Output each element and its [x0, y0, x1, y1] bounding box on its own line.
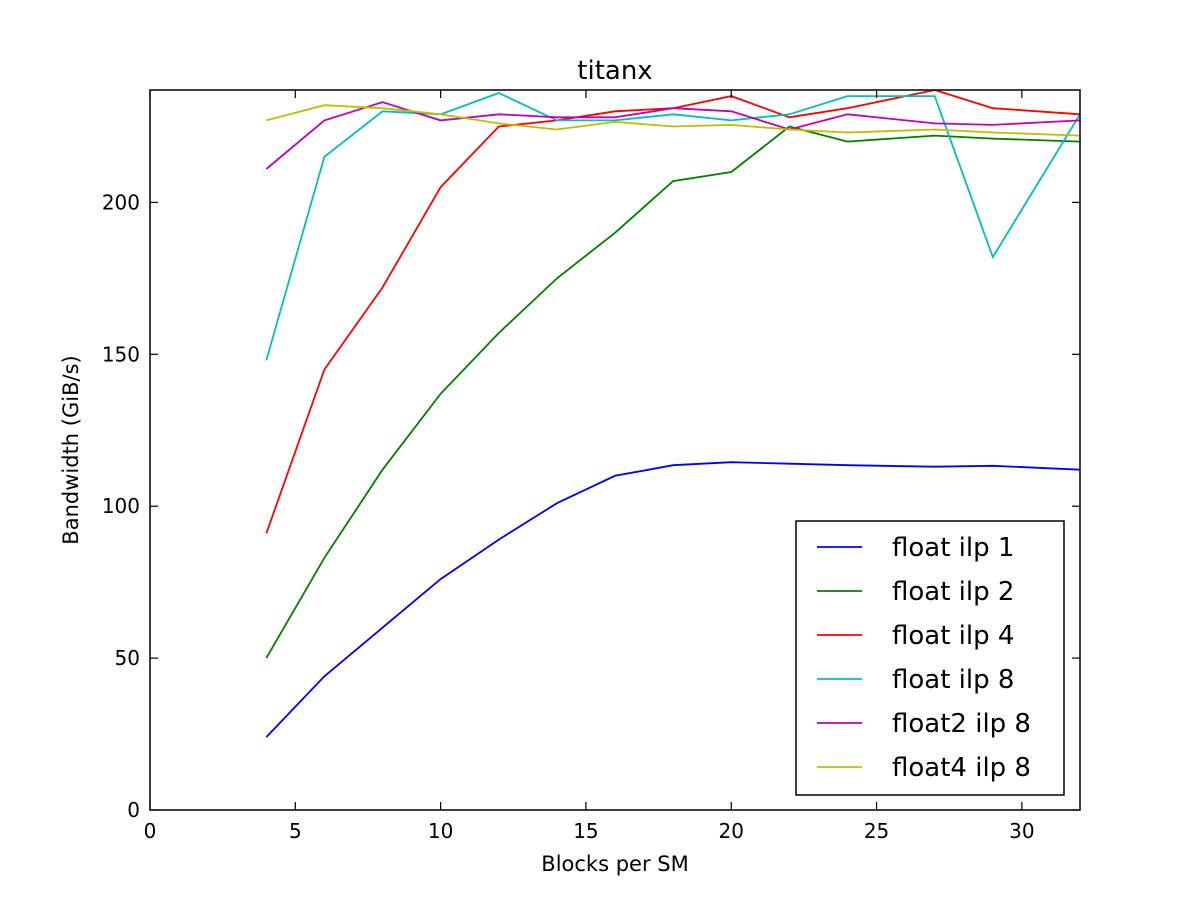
legend: float ilp 1 float ilp 2 float ilp 4 float i…	[795, 520, 1065, 796]
legend-label-6: float4 ilp 8	[892, 753, 1031, 783]
y-tick-label: 100	[102, 494, 140, 518]
y-tick-label: 200	[102, 190, 140, 214]
series-line-5	[265, 101, 1080, 170]
x-tick-label: 20	[719, 819, 744, 843]
x-axis-label: Blocks per SM	[541, 852, 688, 876]
y-axis-ticks: 0 50 100 150 200	[102, 190, 1080, 822]
legend-label-3: float ilp 4	[892, 621, 1014, 651]
series-line-3	[265, 90, 1080, 534]
x-tick-label: 25	[864, 819, 889, 843]
x-tick-label: 15	[573, 819, 598, 843]
y-tick-label: 50	[115, 646, 140, 670]
x-tick-label: 5	[289, 819, 302, 843]
legend-label-4: float ilp 8	[892, 665, 1014, 695]
y-tick-label: 150	[102, 342, 140, 366]
legend-label-2: float ilp 2	[892, 577, 1014, 607]
chart-title: titanx	[577, 56, 652, 86]
series-line-4	[265, 92, 1080, 361]
legend-label-5: float2 ilp 8	[892, 709, 1031, 739]
legend-label-1: float ilp 1	[892, 533, 1014, 563]
series-line-6	[266, 104, 1080, 137]
plot-frame	[149, 89, 1081, 811]
y-axis-label: Bandwidth (GiB/s)	[59, 355, 83, 544]
x-axis-ticks: 0 5 10 15 20 25 30	[144, 90, 1035, 843]
y-tick-label: 0	[127, 798, 140, 822]
x-tick-label: 30	[1009, 819, 1034, 843]
series-layer	[265, 90, 1080, 738]
legend-box	[795, 520, 1065, 796]
series-line-2	[265, 125, 1080, 659]
x-tick-label: 10	[428, 819, 453, 843]
series-line-1	[265, 461, 1080, 738]
x-tick-label: 0	[144, 819, 157, 843]
